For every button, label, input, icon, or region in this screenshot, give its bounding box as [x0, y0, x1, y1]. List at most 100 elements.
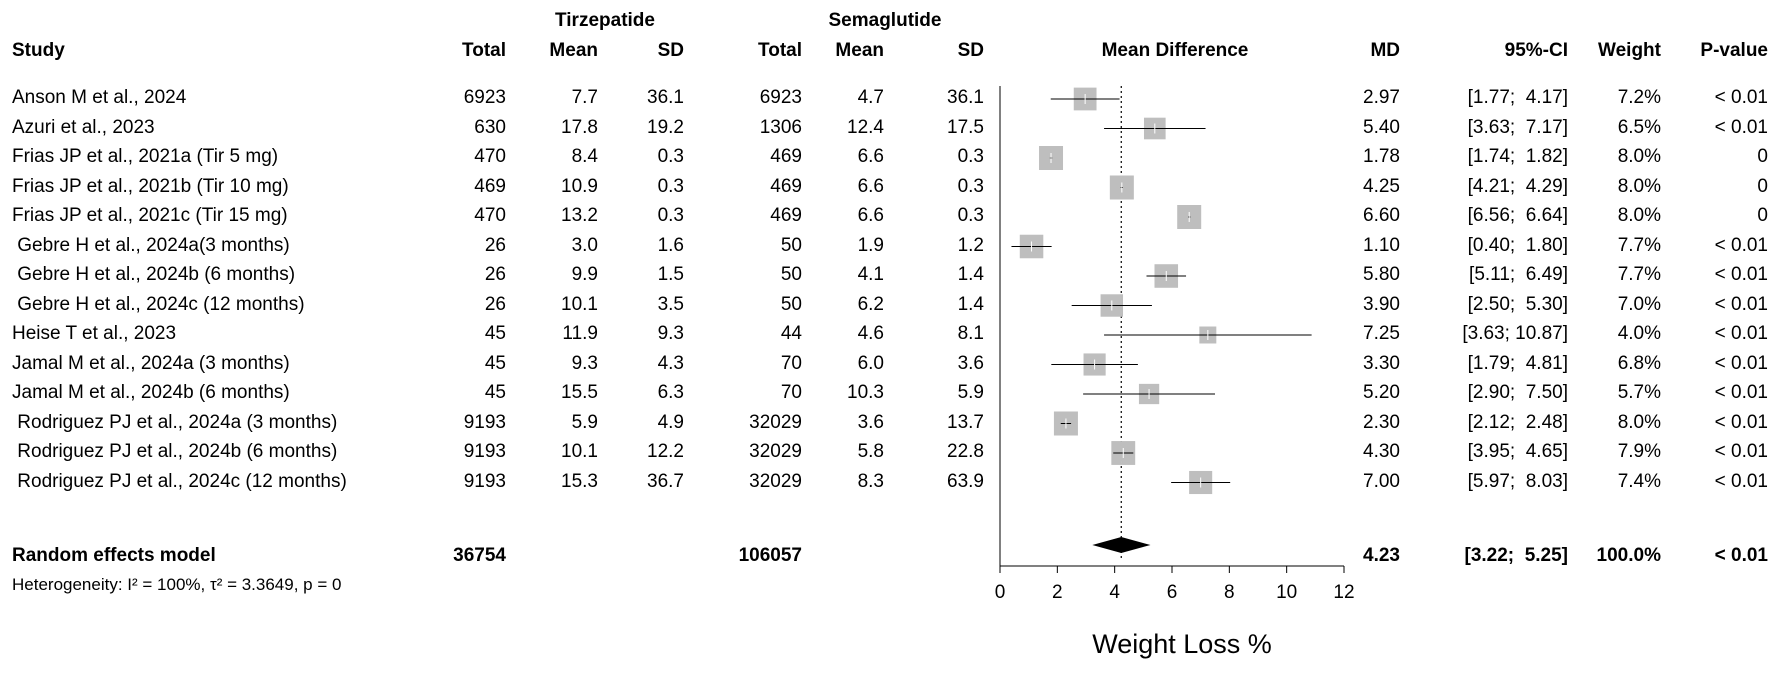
col-header-s-sd: SD: [957, 40, 984, 61]
t-total: 469: [474, 175, 506, 197]
t-sd: 4.3: [657, 352, 684, 374]
t-mean: 7.7: [571, 87, 598, 108]
s-mean: 6.2: [857, 293, 884, 315]
s-mean: 10.3: [847, 382, 884, 403]
t-total: 26: [484, 293, 506, 315]
ci-value: [5.11; 6.49]: [1469, 264, 1568, 285]
s-mean: 1.9: [857, 234, 884, 256]
t-mean: 11.9: [562, 323, 598, 344]
x-tick-label: 6: [1167, 582, 1178, 603]
s-mean: 12.4: [847, 116, 884, 138]
t-total: 470: [474, 205, 506, 226]
s-sd: 22.8: [947, 441, 984, 462]
md-value: 5.80: [1363, 264, 1400, 285]
t-sd: 36.1: [647, 87, 684, 108]
t-mean: 3.0: [571, 234, 598, 256]
s-mean: 5.8: [857, 441, 884, 462]
pvalue-value: < 0.01: [1714, 411, 1768, 433]
s-sd: 13.7: [947, 411, 984, 433]
s-total: 1306: [759, 116, 802, 138]
s-sd: 36.1: [947, 87, 984, 108]
col-header-pvalue: P-value: [1700, 40, 1768, 61]
s-mean: 6.6: [857, 175, 884, 197]
x-tick-label: 8: [1224, 582, 1235, 603]
col-header-s-total: Total: [758, 40, 802, 61]
weight-value: 6.8%: [1617, 352, 1661, 374]
x-tick-label: 4: [1109, 582, 1120, 603]
s-mean: 3.6: [857, 411, 884, 433]
t-sd: 19.2: [647, 116, 684, 138]
weight-value: 7.4%: [1617, 470, 1661, 492]
t-total: 6923: [463, 87, 506, 108]
t-mean: 15.3: [561, 470, 598, 492]
s-total: 44: [780, 323, 802, 344]
s-sd: 0.3: [957, 205, 984, 226]
weight-value: 5.7%: [1617, 382, 1661, 403]
weight-value: 7.0%: [1617, 293, 1661, 315]
weight-value: 8.0%: [1617, 205, 1661, 226]
t-sd: 3.5: [657, 293, 684, 315]
ci-value: [1.79; 4.81]: [1467, 352, 1568, 374]
ci-value: [2.12; 2.48]: [1467, 411, 1568, 433]
col-header-weight: Weight: [1598, 40, 1661, 61]
s-total: 50: [780, 234, 802, 256]
s-sd: 3.6: [957, 352, 984, 374]
t-sd: 0.3: [657, 205, 684, 226]
s-total: 469: [770, 205, 802, 226]
s-sd: 1.4: [957, 264, 984, 285]
t-mean: 13.2: [561, 205, 598, 226]
s-total: 6923: [759, 87, 802, 108]
study-name: Rodriguez PJ et al., 2024c (12 months): [12, 470, 347, 492]
summary-s-total: 106057: [738, 545, 802, 566]
summary-diamond: [1092, 537, 1151, 553]
t-total: 26: [484, 264, 506, 285]
s-mean: 4.7: [857, 87, 884, 108]
ci-value: [2.90; 7.50]: [1467, 382, 1568, 403]
study-name: Frias JP et al., 2021a (Tir 5 mg): [12, 146, 279, 167]
x-tick-label: 2: [1052, 582, 1063, 603]
s-sd: 0.3: [957, 175, 984, 197]
pvalue-value: 0: [1757, 175, 1768, 197]
study-name: Gebre H et al., 2024c (12 months): [12, 293, 305, 315]
weight-value: 7.7%: [1617, 264, 1661, 285]
t-total: 45: [484, 323, 506, 344]
pvalue-value: < 0.01: [1714, 264, 1768, 285]
s-sd: 5.9: [957, 382, 984, 403]
col-header-study: Study: [12, 40, 65, 61]
summary-ci: [3.22; 5.25]: [1464, 545, 1569, 566]
t-sd: 4.9: [657, 411, 684, 433]
pvalue-value: 0: [1757, 146, 1768, 167]
study-name: Jamal M et al., 2024a (3 months): [12, 352, 290, 374]
t-sd: 0.3: [657, 146, 684, 167]
s-sd: 0.3: [957, 146, 984, 167]
study-name: Rodriguez PJ et al., 2024a (3 months): [12, 411, 338, 433]
t-total: 9193: [463, 470, 506, 492]
t-mean: 9.3: [571, 352, 598, 374]
study-name: Jamal M et al., 2024b (6 months): [12, 382, 290, 403]
ci-value: [0.40; 1.80]: [1467, 234, 1568, 256]
summary-md: 4.23: [1363, 545, 1400, 566]
md-value: 2.30: [1363, 411, 1400, 433]
pvalue-value: < 0.01: [1714, 234, 1768, 256]
md-value: 2.97: [1363, 87, 1400, 108]
summary-label: Random effects model: [12, 545, 216, 566]
t-sd: 1.6: [657, 234, 684, 256]
s-total: 70: [780, 382, 802, 403]
t-total: 26: [484, 234, 506, 256]
weight-value: 7.2%: [1617, 87, 1661, 108]
col-header-t-sd: SD: [657, 40, 684, 61]
study-name: Rodriguez PJ et al., 2024b (6 months): [12, 441, 338, 462]
study-name: Frias JP et al., 2021b (Tir 10 mg): [12, 175, 289, 197]
summary-t-total: 36754: [453, 545, 506, 566]
t-total: 45: [484, 382, 506, 403]
study-name: Anson M et al., 2024: [12, 87, 187, 108]
ci-value: [2.50; 5.30]: [1467, 293, 1568, 315]
pvalue-value: < 0.01: [1714, 352, 1768, 374]
study-name: Gebre H et al., 2024b (6 months): [12, 264, 296, 285]
s-total: 469: [770, 146, 802, 167]
t-sd: 0.3: [657, 175, 684, 197]
weight-value: 4.0%: [1617, 323, 1661, 344]
s-total: 70: [780, 352, 802, 374]
ci-value: [4.21; 4.29]: [1467, 175, 1568, 197]
